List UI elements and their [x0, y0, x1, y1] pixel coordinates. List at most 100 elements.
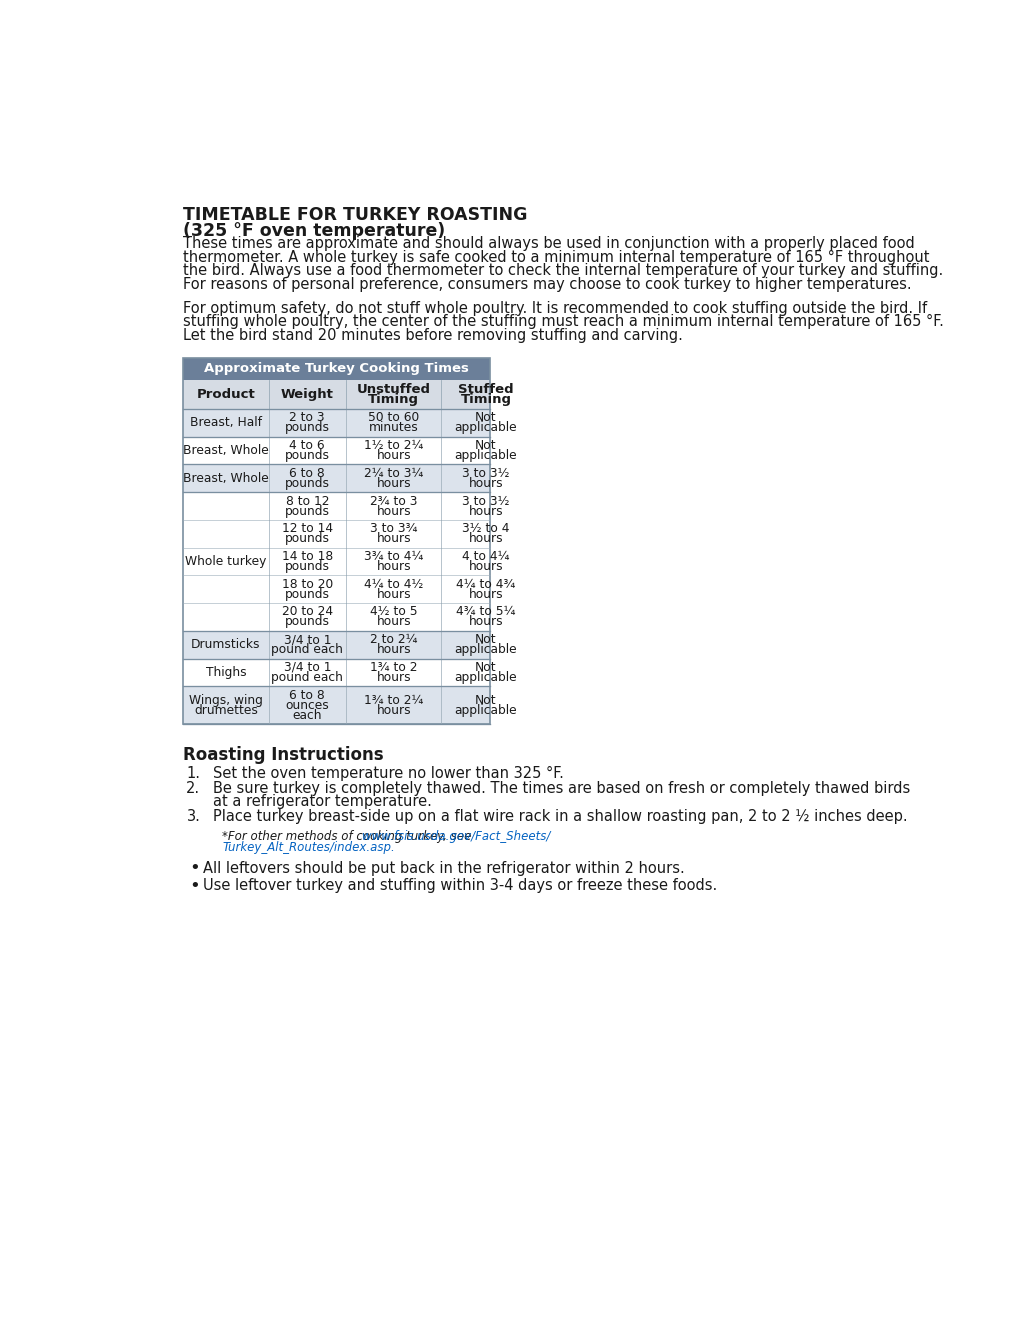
Text: Not: Not	[475, 440, 496, 453]
Text: All leftovers should be put back in the refrigerator within 2 hours.: All leftovers should be put back in the …	[203, 861, 684, 876]
Text: each: each	[292, 709, 322, 722]
Text: pounds: pounds	[284, 477, 329, 490]
Text: 3 to 3½: 3 to 3½	[462, 495, 510, 508]
Text: ounces: ounces	[285, 698, 329, 711]
Bar	[183, 380, 490, 409]
Text: pounds: pounds	[284, 587, 329, 601]
Text: •: •	[189, 859, 200, 878]
Text: hours: hours	[376, 504, 411, 517]
Text: For reasons of personal preference, consumers may choose to cook turkey to highe: For reasons of personal preference, cons…	[183, 277, 911, 292]
Text: 3/4 to 1: 3/4 to 1	[283, 661, 331, 675]
Text: •: •	[189, 876, 200, 895]
Text: Thighs: Thighs	[206, 665, 246, 678]
Text: 2.: 2.	[186, 780, 200, 796]
Bar	[183, 492, 490, 520]
Text: pounds: pounds	[284, 615, 329, 628]
Text: These times are approximate and should always be used in conjunction with a prop: These times are approximate and should a…	[183, 236, 914, 251]
Text: hours: hours	[468, 560, 502, 573]
Text: 6 to 8: 6 to 8	[289, 467, 325, 480]
Text: 4¼ to 4¾: 4¼ to 4¾	[455, 578, 516, 591]
Text: hours: hours	[468, 615, 502, 628]
Text: 2¼ to 3¼: 2¼ to 3¼	[364, 467, 423, 480]
Bar	[183, 548, 490, 576]
Text: Unstuffed: Unstuffed	[357, 383, 430, 396]
Text: Place turkey breast-side up on a flat wire rack in a shallow roasting pan, 2 to : Place turkey breast-side up on a flat wi…	[213, 809, 907, 824]
Text: pound each: pound each	[271, 643, 343, 656]
Text: Wings, wing: Wings, wing	[189, 693, 263, 706]
Text: pounds: pounds	[284, 504, 329, 517]
Text: 18 to 20: 18 to 20	[281, 578, 332, 591]
Bar	[183, 659, 490, 686]
Text: 14 to 18: 14 to 18	[281, 550, 332, 564]
Text: drumettes: drumettes	[194, 704, 258, 717]
Text: pound each: pound each	[271, 671, 343, 684]
Text: the bird. Always use a food thermometer to check the internal temperature of you: the bird. Always use a food thermometer …	[183, 263, 943, 279]
Text: Breast, Half: Breast, Half	[190, 416, 262, 429]
Text: hours: hours	[376, 532, 411, 545]
Text: hours: hours	[468, 587, 502, 601]
Text: at a refrigerator temperature.: at a refrigerator temperature.	[213, 795, 431, 809]
Text: 2 to 3: 2 to 3	[289, 412, 325, 425]
Bar	[183, 686, 490, 723]
Text: 3¾ to 4¼: 3¾ to 4¼	[364, 550, 423, 564]
Text: hours: hours	[376, 643, 411, 656]
Text: Turkey_Alt_Routes/index.asp.: Turkey_Alt_Routes/index.asp.	[222, 841, 394, 854]
Text: Roasting Instructions: Roasting Instructions	[183, 746, 383, 763]
Text: Whole turkey: Whole turkey	[185, 554, 266, 568]
Text: hours: hours	[376, 560, 411, 573]
Bar	[183, 437, 490, 465]
Text: hours: hours	[376, 671, 411, 684]
Text: Not: Not	[475, 661, 496, 675]
Text: 3.: 3.	[186, 809, 200, 824]
Text: applicable: applicable	[454, 421, 517, 434]
Bar	[183, 465, 490, 492]
Text: 1¾ to 2¼: 1¾ to 2¼	[364, 693, 423, 706]
Text: 1½ to 2¼: 1½ to 2¼	[364, 440, 423, 453]
Text: pounds: pounds	[284, 449, 329, 462]
Text: applicable: applicable	[454, 449, 517, 462]
Text: hours: hours	[376, 587, 411, 601]
Text: www.fsis.usda.gov/Fact_Sheets/: www.fsis.usda.gov/Fact_Sheets/	[362, 830, 550, 843]
Text: 6 to 8: 6 to 8	[289, 689, 325, 702]
Text: hours: hours	[376, 477, 411, 490]
Text: *For other methods of cooking turkey, see: *For other methods of cooking turkey, se…	[222, 830, 475, 843]
Text: 8 to 12: 8 to 12	[285, 495, 329, 508]
Text: Breast, Whole: Breast, Whole	[182, 471, 269, 484]
Bar	[183, 358, 490, 723]
Text: pounds: pounds	[284, 560, 329, 573]
Text: hours: hours	[376, 615, 411, 628]
Text: Weight: Weight	[280, 388, 333, 401]
Text: 2 to 2¼: 2 to 2¼	[370, 634, 417, 647]
Text: applicable: applicable	[454, 704, 517, 717]
Text: Drumsticks: Drumsticks	[191, 638, 261, 651]
Text: 20 to 24: 20 to 24	[281, 606, 332, 619]
Bar	[183, 603, 490, 631]
Text: 1.: 1.	[186, 766, 200, 780]
Text: Not: Not	[475, 693, 496, 706]
Text: stuffing whole poultry, the center of the stuffing must reach a minimum internal: stuffing whole poultry, the center of th…	[183, 314, 944, 330]
Text: Breast, Whole: Breast, Whole	[182, 444, 269, 457]
Text: 4½ to 5: 4½ to 5	[370, 606, 417, 619]
Text: Stuffed: Stuffed	[458, 383, 514, 396]
Text: 50 to 60: 50 to 60	[368, 412, 419, 425]
Text: minutes: minutes	[369, 421, 418, 434]
Text: applicable: applicable	[454, 671, 517, 684]
Text: 4¾ to 5¼: 4¾ to 5¼	[455, 606, 516, 619]
Text: (325 °F oven temperature): (325 °F oven temperature)	[183, 222, 445, 239]
Bar	[183, 358, 490, 380]
Bar	[183, 520, 490, 548]
Text: TIMETABLE FOR TURKEY ROASTING: TIMETABLE FOR TURKEY ROASTING	[183, 206, 527, 224]
Text: For optimum safety, do not stuff whole poultry. It is recommended to cook stuffi: For optimum safety, do not stuff whole p…	[183, 301, 926, 315]
Text: Use leftover turkey and stuffing within 3-4 days or freeze these foods.: Use leftover turkey and stuffing within …	[203, 878, 716, 894]
Text: 3½ to 4: 3½ to 4	[462, 523, 510, 536]
Text: 3/4 to 1: 3/4 to 1	[283, 634, 331, 647]
Text: Timing: Timing	[368, 393, 419, 407]
Text: Approximate Turkey Cooking Times: Approximate Turkey Cooking Times	[204, 363, 469, 375]
Text: Be sure turkey is completely thawed. The times are based on fresh or completely : Be sure turkey is completely thawed. The…	[213, 780, 909, 796]
Text: hours: hours	[468, 532, 502, 545]
Text: 1¾ to 2: 1¾ to 2	[370, 661, 417, 675]
Text: hours: hours	[376, 704, 411, 717]
Bar	[183, 409, 490, 437]
Text: applicable: applicable	[454, 643, 517, 656]
Text: hours: hours	[468, 504, 502, 517]
